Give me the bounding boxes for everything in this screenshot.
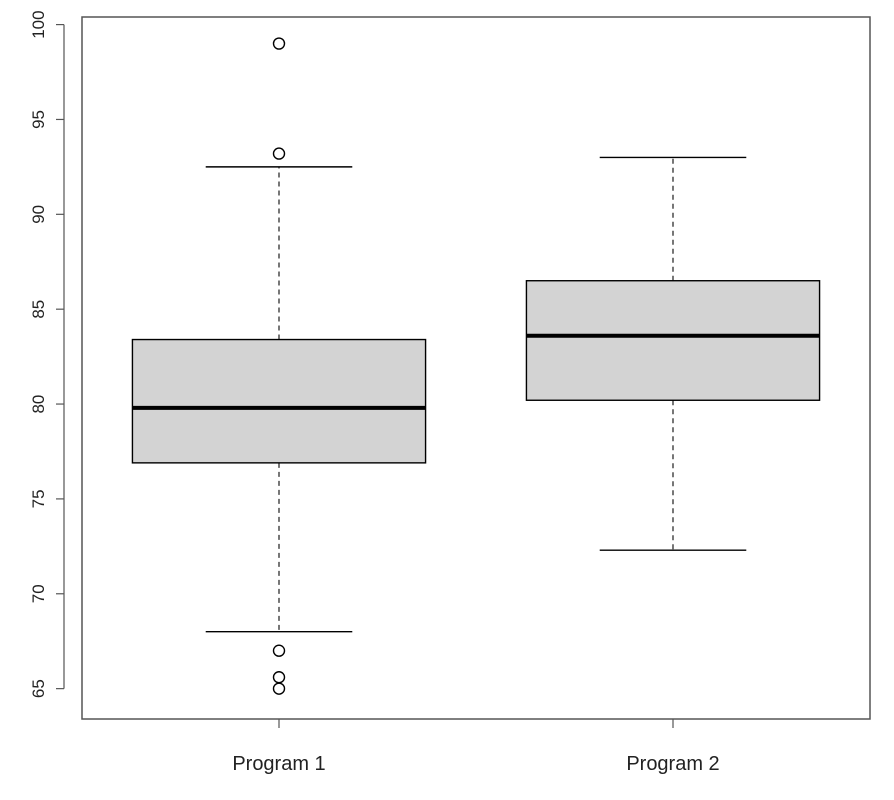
y-tick-label: 70 <box>29 584 48 603</box>
box <box>525 280 821 401</box>
y-tick-label: 75 <box>29 489 48 508</box>
outlier-point <box>272 682 286 695</box>
outlier-point <box>272 671 286 684</box>
x-axis: Program 1 Program 2 <box>232 719 720 775</box>
outlier-point <box>272 37 286 50</box>
y-tick-label: 100 <box>29 10 48 38</box>
box <box>131 338 427 464</box>
outlier-point <box>272 644 286 657</box>
box-series <box>131 37 821 695</box>
y-tick-label: 85 <box>29 300 48 319</box>
plot-frame <box>81 16 871 720</box>
x-tick-label: Program 2 <box>626 753 719 775</box>
y-tick-label: 95 <box>29 110 48 129</box>
y-tick-label: 65 <box>29 679 48 698</box>
y-tick-label: 80 <box>29 395 48 414</box>
x-tick-label: Program 1 <box>232 753 325 775</box>
y-axis: 65 70 75 80 85 90 95 100 <box>29 10 65 698</box>
box-group <box>525 156 821 551</box>
y-tick-label: 90 <box>29 205 48 224</box>
box-group <box>131 37 427 695</box>
outlier-point <box>272 147 286 160</box>
